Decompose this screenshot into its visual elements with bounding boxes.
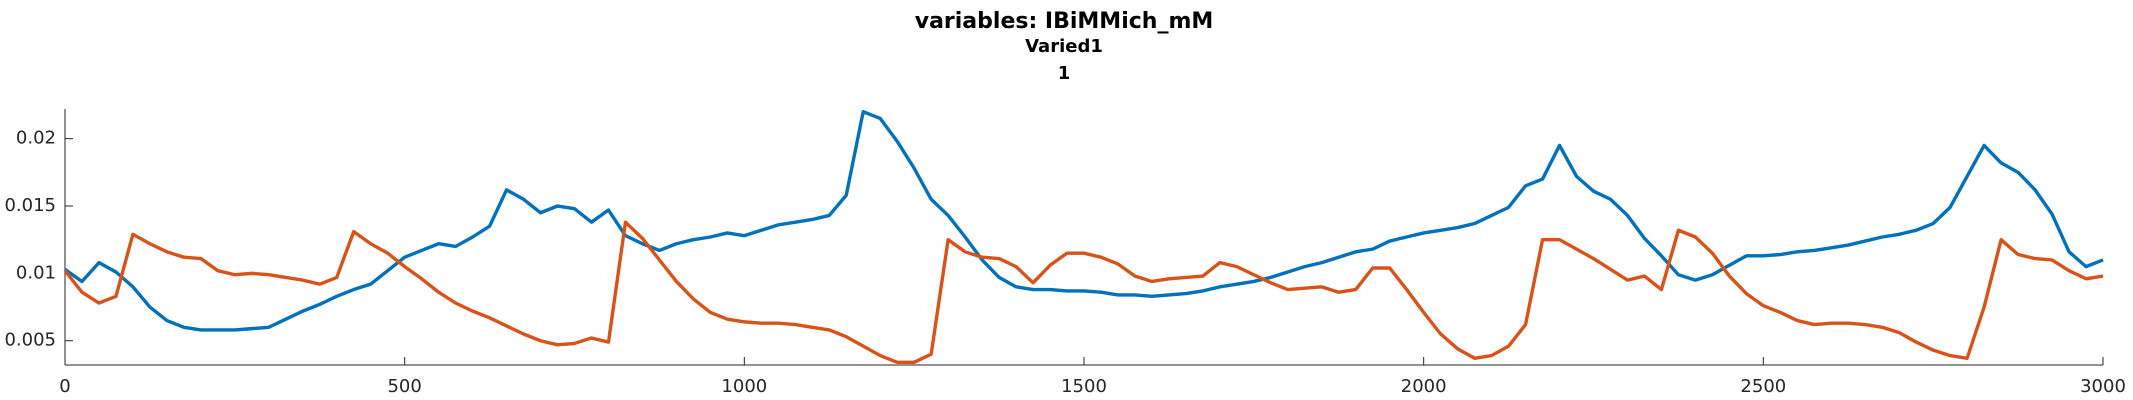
y-tick-label: 0.02 bbox=[16, 128, 56, 149]
x-tick-label: 2000 bbox=[1401, 376, 1447, 397]
data-line bbox=[64, 109, 2104, 332]
x-tick-label: 0 bbox=[59, 376, 70, 397]
chart-title: variables: IBiMMich_mM bbox=[915, 9, 1214, 34]
y-tick-label: 0.005 bbox=[4, 330, 56, 351]
x-tick-label: 3000 bbox=[2080, 376, 2126, 397]
x-tick-label: 1000 bbox=[721, 376, 767, 397]
x-tick-label: 500 bbox=[387, 376, 421, 397]
chart-subtitle: 1 bbox=[1058, 63, 1071, 84]
y-tick-label: 0.01 bbox=[16, 262, 56, 283]
x-tick-label: 1500 bbox=[1061, 376, 1107, 397]
y-tick-label: 0.015 bbox=[4, 195, 56, 216]
data-line bbox=[63, 220, 2104, 365]
chart-subtitle: Varied1 bbox=[1025, 36, 1103, 57]
x-tick-label: 2500 bbox=[1740, 376, 1786, 397]
